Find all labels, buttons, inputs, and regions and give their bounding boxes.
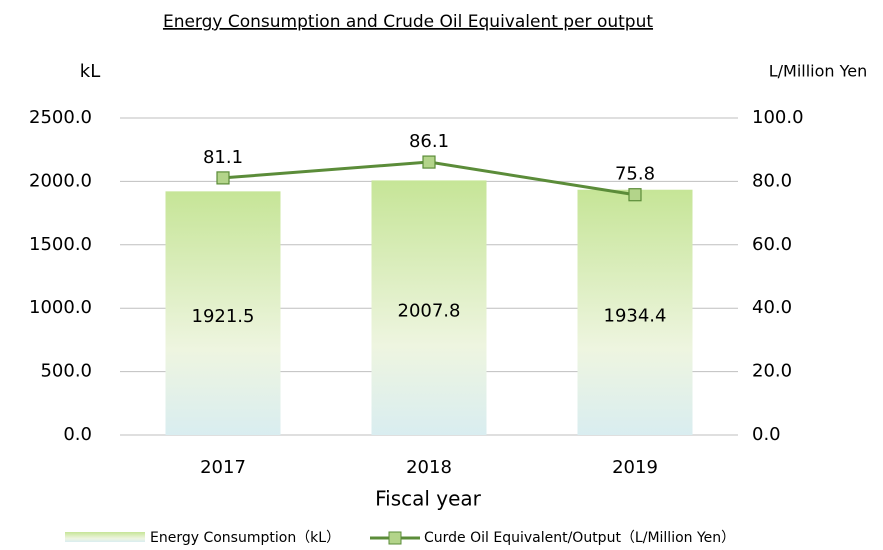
bar-value-label: 2007.8: [398, 301, 461, 322]
line-value-label: 86.1: [409, 131, 449, 152]
y-tick-label: 1500.0: [29, 234, 92, 255]
bar: [165, 191, 281, 435]
x-tick-label: 2018: [406, 457, 452, 478]
legend-marker: [388, 531, 402, 545]
y-tick-label: 2500.0: [29, 107, 92, 128]
y2-tick-label: 0.0: [752, 424, 781, 445]
y2-tick-label: 100.0: [752, 107, 804, 128]
y-axis-label: kL: [80, 61, 100, 82]
chart-title: Energy Consumption and Crude Oil Equival…: [163, 12, 653, 32]
y-tick-label: 1000.0: [29, 297, 92, 318]
bar: [371, 180, 487, 435]
bar-value-label: 1921.5: [192, 306, 255, 327]
y2-axis-label: L/Million Yen: [769, 62, 868, 81]
x-axis-label: Fiscal year: [375, 487, 482, 511]
y2-tick-label: 20.0: [752, 361, 792, 382]
x-tick-label: 2019: [612, 457, 658, 478]
bar-value-label: 1934.4: [604, 305, 667, 326]
line-marker: [628, 188, 642, 202]
line-marker: [216, 171, 230, 185]
x-tick-label: 2017: [200, 457, 246, 478]
legend-label: Energy Consumption（kL）: [150, 530, 340, 546]
y-tick-label: 0.0: [63, 424, 92, 445]
y-tick-label: 2000.0: [29, 170, 92, 191]
y2-tick-label: 60.0: [752, 234, 792, 255]
y-tick-label: 500.0: [40, 361, 92, 382]
line-value-label: 75.8: [615, 164, 655, 185]
line-value-label: 81.1: [203, 147, 243, 168]
legend-label: Curde Oil Equivalent/Output（L/Million Ye…: [424, 530, 735, 546]
line-marker: [422, 155, 436, 169]
bar: [577, 189, 693, 435]
y2-tick-label: 80.0: [752, 170, 792, 191]
y2-tick-label: 40.0: [752, 297, 792, 318]
legend-swatch: [65, 532, 145, 542]
